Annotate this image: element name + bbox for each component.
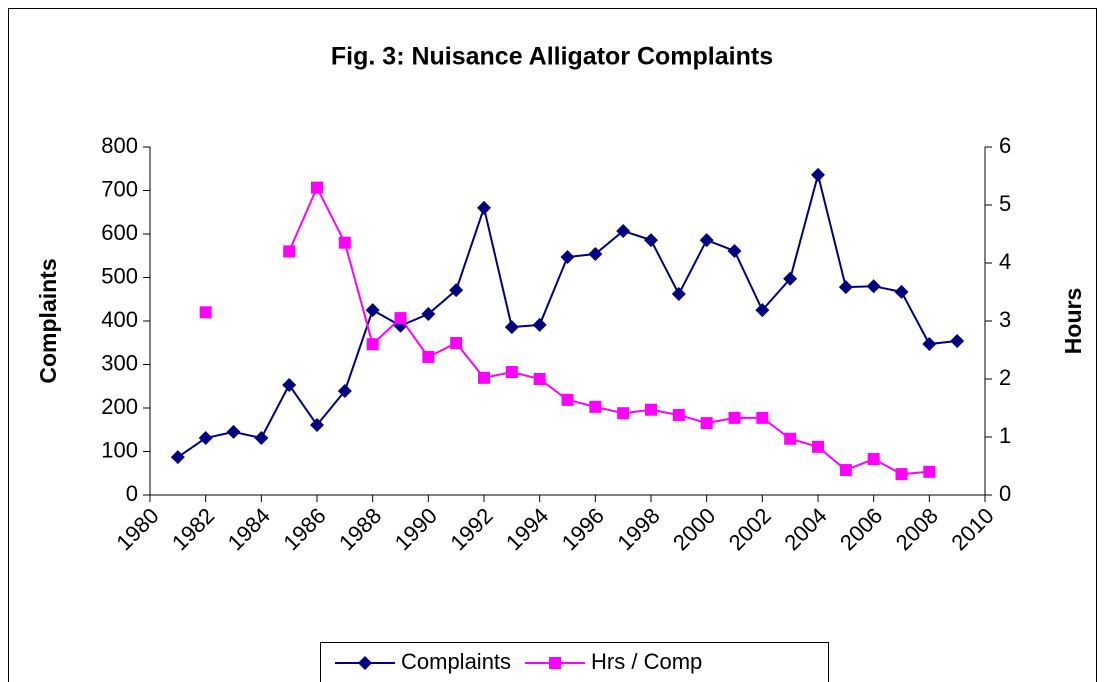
marker: [560, 250, 575, 265]
y-tick-label: 100: [101, 437, 138, 462]
marker: [477, 200, 491, 215]
marker: [839, 464, 852, 477]
marker: [358, 656, 372, 670]
y2-tick-label: 5: [999, 191, 1011, 216]
y2-axis-title: Hours: [1060, 288, 1086, 354]
marker: [755, 303, 770, 318]
marker: [421, 307, 436, 322]
marker: [923, 465, 936, 478]
y2-tick-label: 4: [999, 249, 1011, 274]
marker: [450, 337, 463, 350]
y-tick-label: 600: [101, 220, 138, 245]
marker: [672, 408, 685, 421]
y-tick-label: 700: [101, 176, 138, 201]
marker: [895, 468, 908, 481]
marker: [449, 283, 464, 298]
legend-box: [320, 642, 829, 682]
marker: [478, 371, 490, 384]
marker: [310, 417, 324, 432]
y-tick-label: 0: [126, 481, 138, 506]
y2-tick-label: 6: [999, 133, 1011, 158]
marker: [533, 373, 546, 385]
marker: [561, 393, 574, 406]
marker: [617, 407, 630, 420]
y2-tick-label: 2: [999, 365, 1011, 390]
plot-area: [150, 147, 985, 495]
chart-title: Fig. 3: Nuisance Alligator Complaints: [331, 43, 773, 71]
marker: [811, 167, 825, 182]
marker: [616, 223, 631, 238]
marker: [699, 233, 714, 248]
marker: [338, 236, 351, 249]
marker: [783, 271, 798, 286]
marker: [894, 284, 909, 299]
marker: [644, 233, 658, 248]
marker: [645, 403, 657, 416]
marker: [549, 657, 562, 669]
marker: [700, 417, 713, 430]
marker: [337, 384, 352, 399]
marker: [254, 431, 269, 446]
marker: [505, 366, 518, 379]
marker: [727, 243, 742, 258]
y2-tick-label: 0: [999, 481, 1011, 506]
marker: [199, 306, 212, 319]
marker: [198, 431, 213, 446]
legend: Complaints Hrs / Comp: [320, 642, 829, 682]
marker: [532, 317, 547, 332]
y-tick-label: 800: [101, 133, 138, 158]
y2-tick-label: 3: [999, 307, 1011, 332]
y-axis-title: Complaints: [35, 258, 61, 383]
marker: [283, 245, 296, 258]
marker: [282, 377, 297, 392]
y-tick-label: 200: [101, 394, 138, 419]
marker: [504, 320, 519, 335]
marker: [588, 247, 603, 262]
legend-label: Hrs / Comp: [591, 649, 702, 674]
marker: [867, 453, 880, 466]
y-tick-label: 300: [101, 350, 138, 375]
marker: [756, 411, 769, 424]
marker: [394, 312, 407, 325]
marker: [366, 338, 379, 351]
y2-tick-label: 1: [999, 423, 1011, 448]
marker: [922, 337, 937, 352]
marker: [170, 450, 185, 465]
marker: [589, 400, 602, 413]
marker: [728, 411, 741, 424]
marker: [812, 440, 824, 453]
marker: [422, 350, 435, 363]
y-tick-label: 500: [101, 263, 138, 288]
marker: [866, 279, 881, 294]
marker: [950, 334, 965, 349]
legend-label: Complaints: [401, 649, 511, 674]
marker: [365, 303, 380, 318]
marker: [311, 181, 323, 194]
marker: [838, 280, 853, 295]
y-tick-label: 400: [101, 307, 138, 332]
marker: [226, 424, 241, 439]
marker: [784, 432, 797, 445]
marker: [671, 287, 686, 302]
